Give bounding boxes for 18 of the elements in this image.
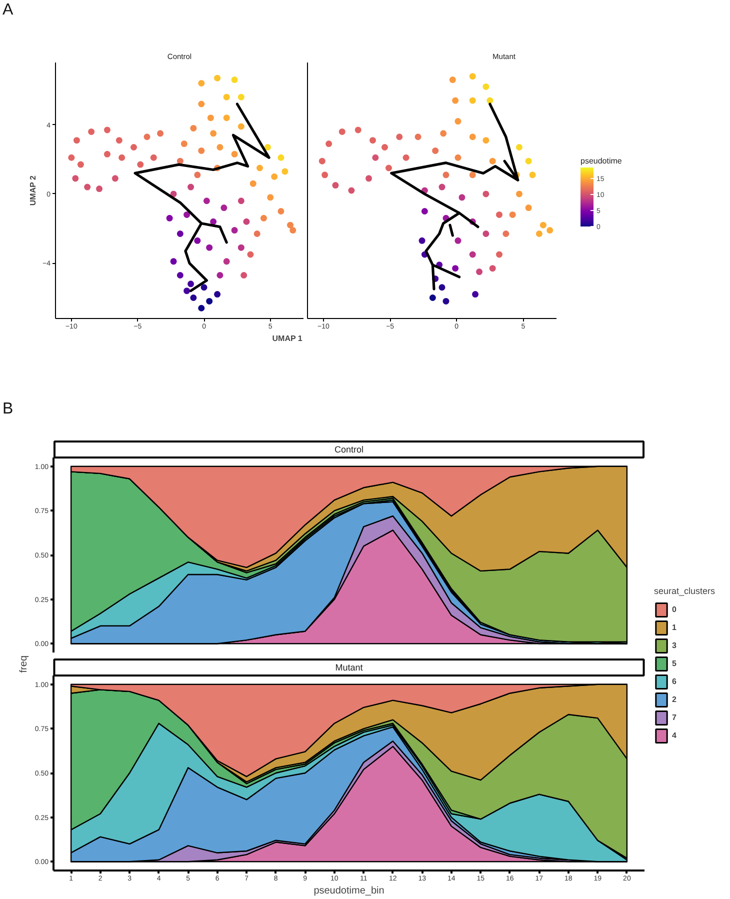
y-axis-title: freq (18, 655, 30, 673)
legend-label: 5 (672, 658, 678, 670)
y-axis-title: UMAP 2 (28, 174, 38, 206)
legend-label: 7 (672, 712, 678, 724)
legend-label: 3 (672, 640, 678, 652)
text: A (2, 2, 14, 18)
legend-label: 4 (672, 730, 678, 742)
color-bar-title: pseudotime (580, 156, 622, 166)
x-axis-title: pseudotime_bin (314, 886, 384, 896)
text: B (2, 400, 14, 418)
legend-label: 1 (672, 622, 678, 634)
chart-title: Mutant (335, 662, 364, 672)
legend-label: 6 (672, 676, 678, 688)
legend-label: 2 (672, 694, 678, 706)
x-axis-title: UMAP 1 (272, 334, 303, 343)
legend-label: 0 (672, 604, 678, 616)
chart-title: Control (334, 444, 364, 454)
legend-title: seurat_clusters (654, 586, 716, 596)
